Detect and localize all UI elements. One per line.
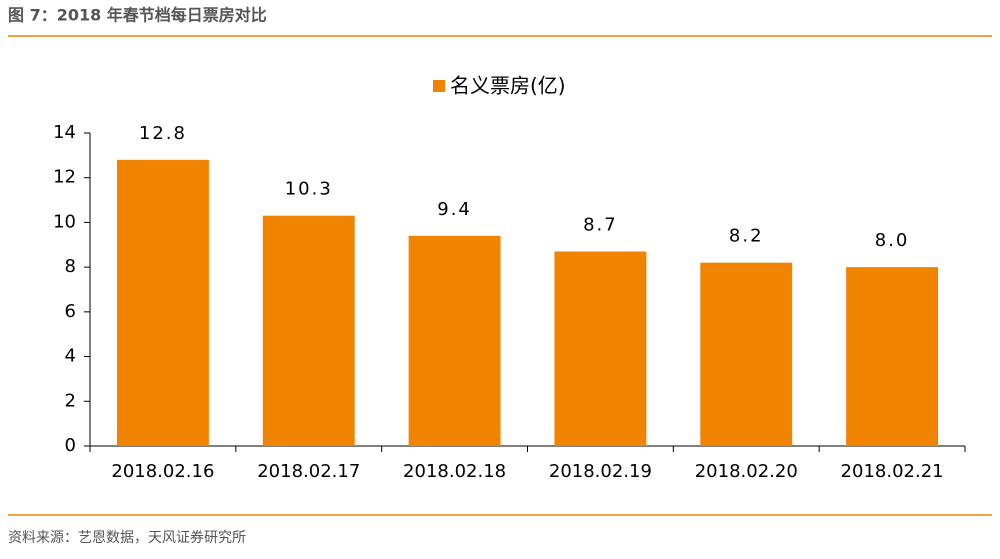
y-tick-label: 8	[65, 256, 76, 277]
value-label: 8.0	[875, 230, 910, 251]
x-tick-label: 2018.02.18	[403, 461, 506, 482]
bar	[700, 262, 793, 446]
x-tick-label: 2018.02.21	[841, 461, 944, 482]
y-tick-label: 0	[65, 435, 76, 456]
x-tick-label: 2018.02.19	[549, 461, 652, 482]
value-label: 8.2	[729, 226, 764, 247]
y-tick-label: 14	[53, 122, 76, 143]
x-tick-label: 2018.02.20	[695, 461, 798, 482]
y-tick-label: 4	[65, 346, 76, 367]
value-label: 10.3	[285, 179, 333, 200]
chart-title: 图 7：2018 年春节档每日票房对比	[8, 6, 267, 25]
value-label: 9.4	[437, 199, 472, 220]
legend-label: 名义票房(亿)	[450, 74, 566, 98]
y-tick-label: 12	[53, 167, 76, 188]
bar	[408, 235, 501, 446]
x-tick-label: 2018.02.17	[257, 461, 360, 482]
x-tick-label: 2018.02.16	[111, 461, 214, 482]
y-tick-label: 2	[65, 390, 76, 411]
bar	[554, 251, 647, 446]
y-tick-label: 6	[65, 301, 76, 322]
bar	[116, 159, 209, 447]
source-note: 资料来源：艺恩数据，天风证券研究所	[8, 530, 246, 546]
value-label: 8.7	[583, 214, 618, 235]
y-tick-label: 10	[53, 211, 76, 232]
value-label: 12.8	[139, 123, 187, 144]
bar	[846, 267, 939, 446]
legend-swatch	[433, 80, 445, 92]
bar	[262, 215, 355, 446]
